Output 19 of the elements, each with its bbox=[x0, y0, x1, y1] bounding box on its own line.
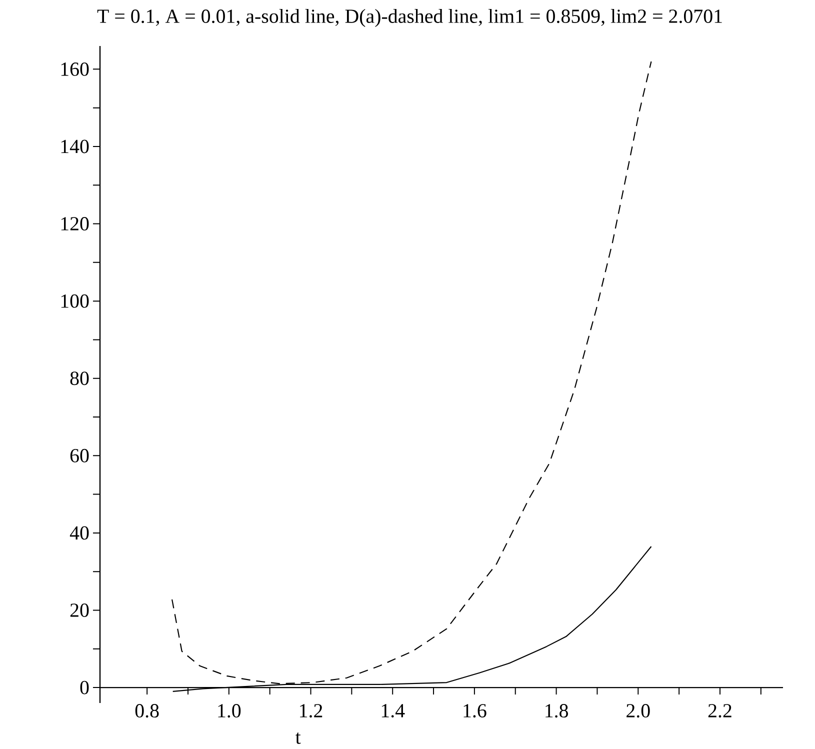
x-tick-label: 1.8 bbox=[546, 704, 568, 718]
x-tick-label: 1.6 bbox=[464, 704, 486, 718]
x-tick-label: 1.2 bbox=[300, 704, 322, 718]
x-axis-title: t bbox=[295, 732, 301, 744]
y-tick-label: 60 bbox=[70, 448, 89, 462]
x-tick-label: 1.4 bbox=[382, 704, 405, 718]
x-tick-label: 0.8 bbox=[135, 704, 159, 718]
y-tick-label: 40 bbox=[70, 526, 89, 540]
y-tick-label: 160 bbox=[61, 62, 89, 76]
y-tick-label: 80 bbox=[70, 372, 89, 386]
x-tick-label: 2.0 bbox=[626, 704, 650, 718]
y-tick-label: 140 bbox=[61, 140, 89, 154]
x-tick-label: 1.0 bbox=[218, 704, 241, 718]
y-tick-label: 20 bbox=[70, 604, 89, 617]
y-tick-label: 0 bbox=[80, 680, 89, 694]
y-tick-label: 100 bbox=[61, 294, 89, 308]
chart-title: T = 0.1, A = 0.01, a-solid line, D(a)-dashed line, lim1 = 0.8509, lim2 = 2.0701 bbox=[97, 8, 722, 28]
x-tick-label: 2.2 bbox=[708, 704, 732, 718]
y-tick-label: 120 bbox=[61, 217, 89, 230]
